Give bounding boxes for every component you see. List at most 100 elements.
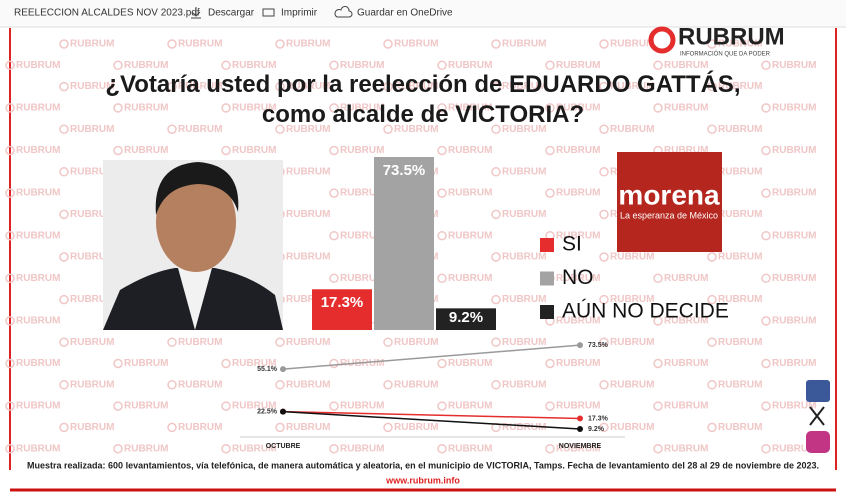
watermark: RUBRUM — [70, 337, 114, 348]
watermark-icon — [329, 401, 339, 411]
value-label: 73.5% — [383, 162, 426, 179]
watermark: RUBRUM — [502, 252, 546, 263]
action[interactable]: Descargar — [208, 8, 255, 19]
watermark: RUBRUM — [232, 443, 276, 454]
instagram-icon[interactable] — [806, 431, 830, 453]
watermark-icon — [653, 358, 663, 369]
watermark-icon — [437, 103, 447, 113]
watermark: RUBRUM — [448, 188, 492, 199]
action[interactable]: Guardar en OneDrive — [357, 8, 453, 19]
watermark: RUBRUM — [772, 145, 816, 156]
watermark: RUBRUM — [610, 294, 654, 305]
watermark-icon — [761, 443, 771, 454]
watermark-icon — [329, 443, 339, 454]
watermark-icon — [221, 145, 231, 156]
footnote: Muestra realizada: 600 levantamientos, v… — [27, 460, 819, 470]
action[interactable]: Imprimir — [281, 8, 318, 19]
watermark: RUBRUM — [286, 166, 330, 177]
x-tick-label: NOVIEMBRE — [559, 443, 602, 450]
watermark: RUBRUM — [394, 422, 438, 433]
watermark: RUBRUM — [556, 358, 600, 369]
watermark-icon — [59, 167, 69, 177]
watermark-icon — [761, 145, 771, 156]
watermark: RUBRUM — [610, 337, 654, 348]
cloud-icon — [334, 6, 353, 18]
watermark: RUBRUM — [16, 273, 60, 284]
watermark: RUBRUM — [124, 401, 168, 412]
watermark-icon — [5, 188, 15, 198]
watermark: RUBRUM — [664, 103, 708, 114]
facebook-icon[interactable] — [806, 380, 830, 402]
watermark-icon — [491, 167, 501, 177]
watermark-icon — [599, 252, 609, 262]
watermark-icon — [707, 294, 717, 305]
watermark: RUBRUM — [16, 358, 60, 369]
watermark: RUBRUM — [556, 230, 600, 241]
watermark-icon — [59, 380, 69, 390]
watermark-icon — [167, 39, 177, 49]
watermark: RUBRUM — [610, 81, 654, 92]
watermark-icon — [59, 337, 69, 347]
point — [577, 342, 583, 349]
watermark-icon — [653, 443, 663, 454]
x-icon[interactable] — [809, 406, 825, 426]
watermark-icon — [383, 39, 393, 49]
watermark: RUBRUM — [556, 60, 600, 71]
watermark: RUBRUM — [772, 316, 816, 327]
photo-face — [156, 172, 236, 272]
watermark-icon — [5, 443, 15, 454]
watermark: RUBRUM — [772, 60, 816, 71]
watermark-icon — [545, 188, 555, 198]
watermark-icon — [545, 443, 555, 454]
watermark-icon — [5, 145, 15, 156]
watermark-icon — [5, 273, 15, 284]
watermark: RUBRUM — [502, 124, 546, 135]
watermark-icon — [329, 145, 339, 156]
watermark: RUBRUM — [610, 379, 654, 390]
value-label: 17.3% — [588, 415, 609, 422]
watermark-icon — [653, 103, 663, 113]
value-label: 73.5% — [588, 342, 609, 349]
watermark-icon — [167, 422, 177, 433]
value-label: 9.2% — [588, 426, 605, 433]
watermark: RUBRUM — [610, 39, 654, 50]
watermark: RUBRUM — [70, 422, 114, 433]
watermark-icon — [545, 401, 555, 411]
watermark: RUBRUM — [664, 358, 708, 369]
watermark-icon — [707, 337, 717, 347]
watermark-icon — [329, 60, 339, 71]
watermark-icon — [329, 230, 339, 241]
watermark: RUBRUM — [340, 145, 384, 156]
watermark: RUBRUM — [232, 103, 276, 114]
watermark-icon — [221, 443, 231, 454]
watermark: RUBRUM — [16, 188, 60, 199]
watermark: RUBRUM — [664, 316, 708, 327]
watermark-icon — [167, 124, 177, 134]
legend-label: SI — [562, 233, 582, 256]
website[interactable]: www.rubrum.info — [385, 475, 460, 485]
party-logo — [617, 152, 722, 252]
watermark-icon — [437, 188, 447, 198]
watermark: RUBRUM — [340, 103, 384, 114]
watermark: RUBRUM — [394, 81, 438, 92]
watermark: RUBRUM — [340, 401, 384, 412]
watermark-icon — [167, 337, 177, 347]
watermark-icon — [383, 422, 393, 433]
watermark-icon — [113, 443, 123, 454]
watermark: RUBRUM — [340, 60, 384, 71]
watermark-icon — [59, 422, 69, 433]
watermark: RUBRUM — [772, 188, 816, 199]
watermark-icon — [599, 39, 609, 49]
watermark: RUBRUM — [718, 337, 762, 348]
watermark: RUBRUM — [718, 166, 762, 177]
watermark: RUBRUM — [664, 273, 708, 284]
chart-title: ¿Votaría usted por la reelección de EDUA… — [105, 71, 741, 128]
watermark: RUBRUM — [448, 358, 492, 369]
watermark: RUBRUM — [70, 81, 114, 92]
watermark: RUBRUM — [448, 103, 492, 114]
watermark: RUBRUM — [232, 401, 276, 412]
toolbar — [0, 0, 846, 27]
watermark: RUBRUM — [70, 294, 114, 305]
watermark: RUBRUM — [448, 401, 492, 412]
